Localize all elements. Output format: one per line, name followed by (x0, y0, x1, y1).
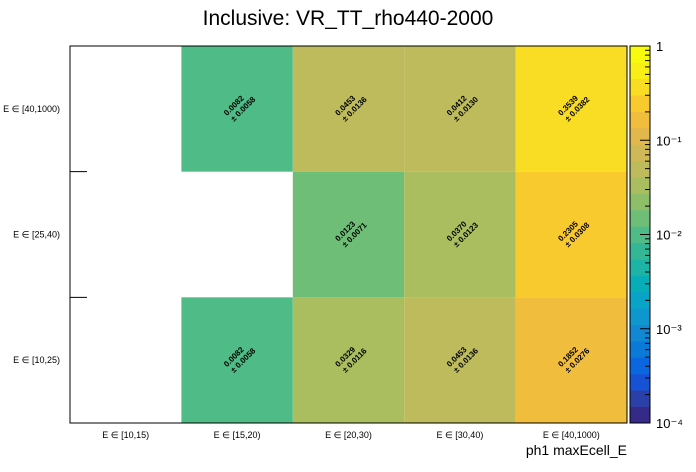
palette-swatch (630, 242, 650, 260)
palette-swatch (630, 406, 650, 424)
heatmap-cell (292, 46, 405, 172)
plot-frame (69, 45, 628, 424)
y-tick-label: E ∈ [10,25) (13, 355, 60, 365)
labels-layer: E ∈ [10,25) E ∈ [25,40) E ∈ [40,1000) E ∈ [… (3, 104, 600, 440)
palette-swatch (630, 275, 650, 293)
ticks-layer (70, 171, 87, 298)
x-tick-label: E ∈ [15,20) (214, 430, 261, 440)
heatmap-cell (404, 46, 516, 172)
heatmap-cell (292, 171, 405, 298)
palette-swatch (630, 341, 650, 358)
x-tick-label: E ∈ [30,40) (436, 430, 483, 440)
heatmap-cell (404, 171, 516, 298)
palette-swatch (630, 160, 650, 178)
palette-label: 10⁻² (656, 228, 682, 243)
cells-layer: 0.0082± 0.0058 0.0329± 0.0116 0.0453± 0.01… (181, 46, 627, 423)
palette-swatch (630, 193, 650, 211)
palette-swatch (630, 209, 650, 227)
palette-swatch (630, 291, 650, 309)
palette-swatch (630, 95, 650, 112)
x-tick-label: E ∈ [20,30) (325, 430, 372, 440)
heatmap-cell (181, 297, 293, 423)
palette-label: 10⁻¹ (656, 133, 682, 148)
palette-swatch (630, 127, 650, 145)
y-tick-label: E ∈ [25,40) (13, 230, 60, 240)
palette-swatch (630, 390, 650, 407)
palette-swatch (630, 259, 650, 276)
chart-title: Inclusive: VR_TT_rho440-2000 (203, 7, 494, 30)
y-tick-label: E ∈ [40,1000) (3, 104, 60, 114)
heatmap-cell (515, 46, 627, 172)
heatmap-cell (515, 297, 627, 423)
palette-swatch (630, 62, 650, 80)
heatmap-cell (404, 297, 516, 423)
palette-label: 1 (656, 39, 663, 54)
color-palette: 1 10⁻¹ 10⁻² 10⁻³ 10⁻⁴ (629, 39, 683, 431)
heatmap-cell (181, 46, 293, 172)
palette-swatch (630, 177, 650, 194)
x-tick-label: E ∈ [40,1000) (543, 430, 600, 440)
palette-label: 10⁻³ (656, 322, 682, 337)
x-axis-title: ph1 maxEcell_E (526, 442, 627, 458)
palette-label: 10⁻⁴ (656, 416, 683, 431)
palette-swatch (630, 111, 650, 129)
heatmap-cell (515, 171, 627, 298)
palette-swatch (630, 144, 650, 162)
palette-swatch (630, 78, 650, 96)
x-tick-label: E ∈ [10,15) (102, 430, 149, 440)
palette-swatch (630, 373, 650, 391)
palette-swatch (630, 308, 650, 325)
palette-swatch (630, 357, 650, 375)
heatmap-cell (292, 297, 405, 423)
